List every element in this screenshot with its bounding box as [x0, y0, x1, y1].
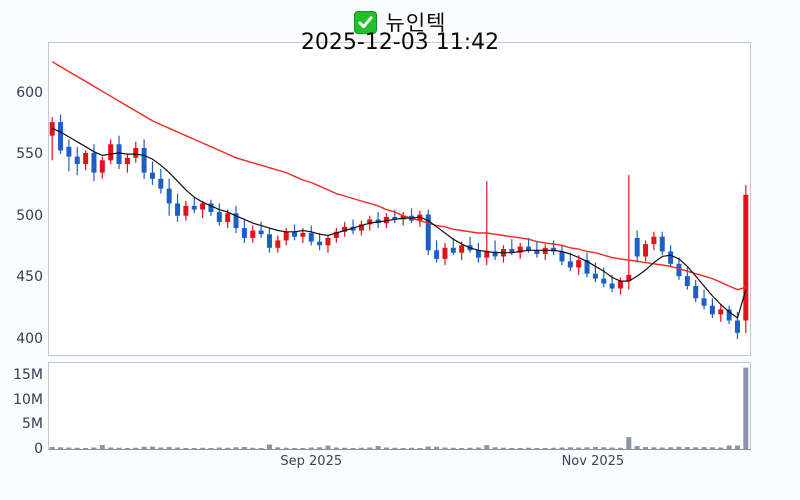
volume-axis-label: 5M: [22, 416, 43, 433]
price-axis-label: 550: [16, 146, 43, 163]
volume-axis-label: 0: [34, 441, 43, 457]
date-axis-label: Nov 2025: [561, 454, 625, 469]
price-axis-label: 600: [16, 84, 43, 101]
volume-axis-label: 15M: [13, 367, 43, 383]
price-axis-label: 450: [16, 269, 43, 286]
volume-chart-panel: [48, 362, 751, 450]
price-axis-label: 400: [16, 330, 43, 347]
chart-title: 뉴인텍: [0, 7, 800, 37]
price-axis-label: 500: [16, 207, 43, 224]
date-axis-label: Sep 2025: [280, 454, 343, 469]
checkbox-checked-icon: [353, 10, 377, 34]
stock-name: 뉴인텍: [385, 11, 447, 35]
price-chart-panel: [48, 42, 751, 356]
volume-axis-label: 10M: [13, 391, 43, 408]
chart-datetime: 2025-12-03 11:42: [300, 30, 500, 55]
